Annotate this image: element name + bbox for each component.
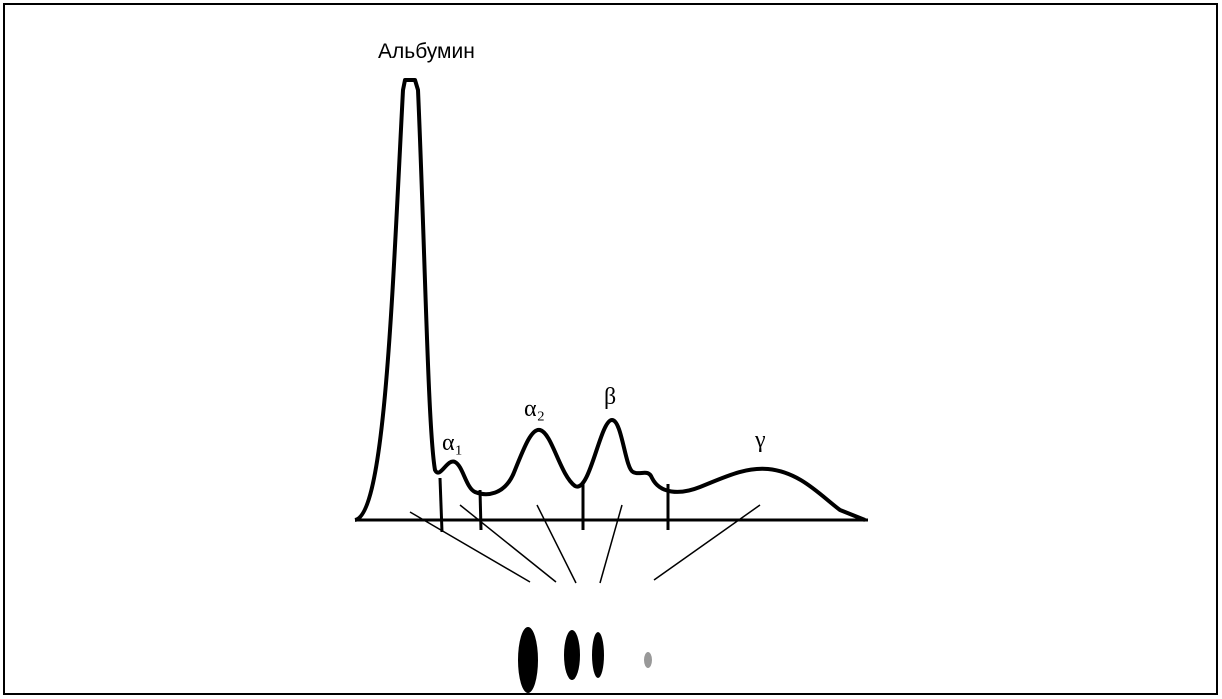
dividers bbox=[440, 478, 668, 532]
divider bbox=[440, 478, 442, 532]
page: {"title": "Альбумин", "fractions": ["α₁"… bbox=[0, 0, 1222, 699]
frame bbox=[4, 4, 1217, 694]
connectors bbox=[410, 505, 760, 583]
albumin-label: Альбумин bbox=[378, 40, 475, 63]
connector bbox=[460, 505, 556, 582]
divider bbox=[480, 490, 481, 530]
band-albumin bbox=[518, 627, 538, 693]
band-gamma bbox=[644, 652, 652, 668]
fraction-label: α₁ bbox=[442, 430, 463, 456]
fraction-label: α₂ bbox=[524, 396, 545, 422]
fraction-label: γ bbox=[754, 427, 766, 453]
diagram: Альбумин α₁ α₂ β γ bbox=[0, 0, 1222, 699]
band-beta bbox=[592, 632, 604, 678]
band-alpha2 bbox=[564, 630, 580, 680]
density-curve bbox=[355, 80, 865, 520]
connector bbox=[654, 505, 760, 580]
gel-bands bbox=[518, 627, 652, 693]
fraction-label: β bbox=[604, 384, 616, 410]
connector bbox=[600, 505, 622, 583]
